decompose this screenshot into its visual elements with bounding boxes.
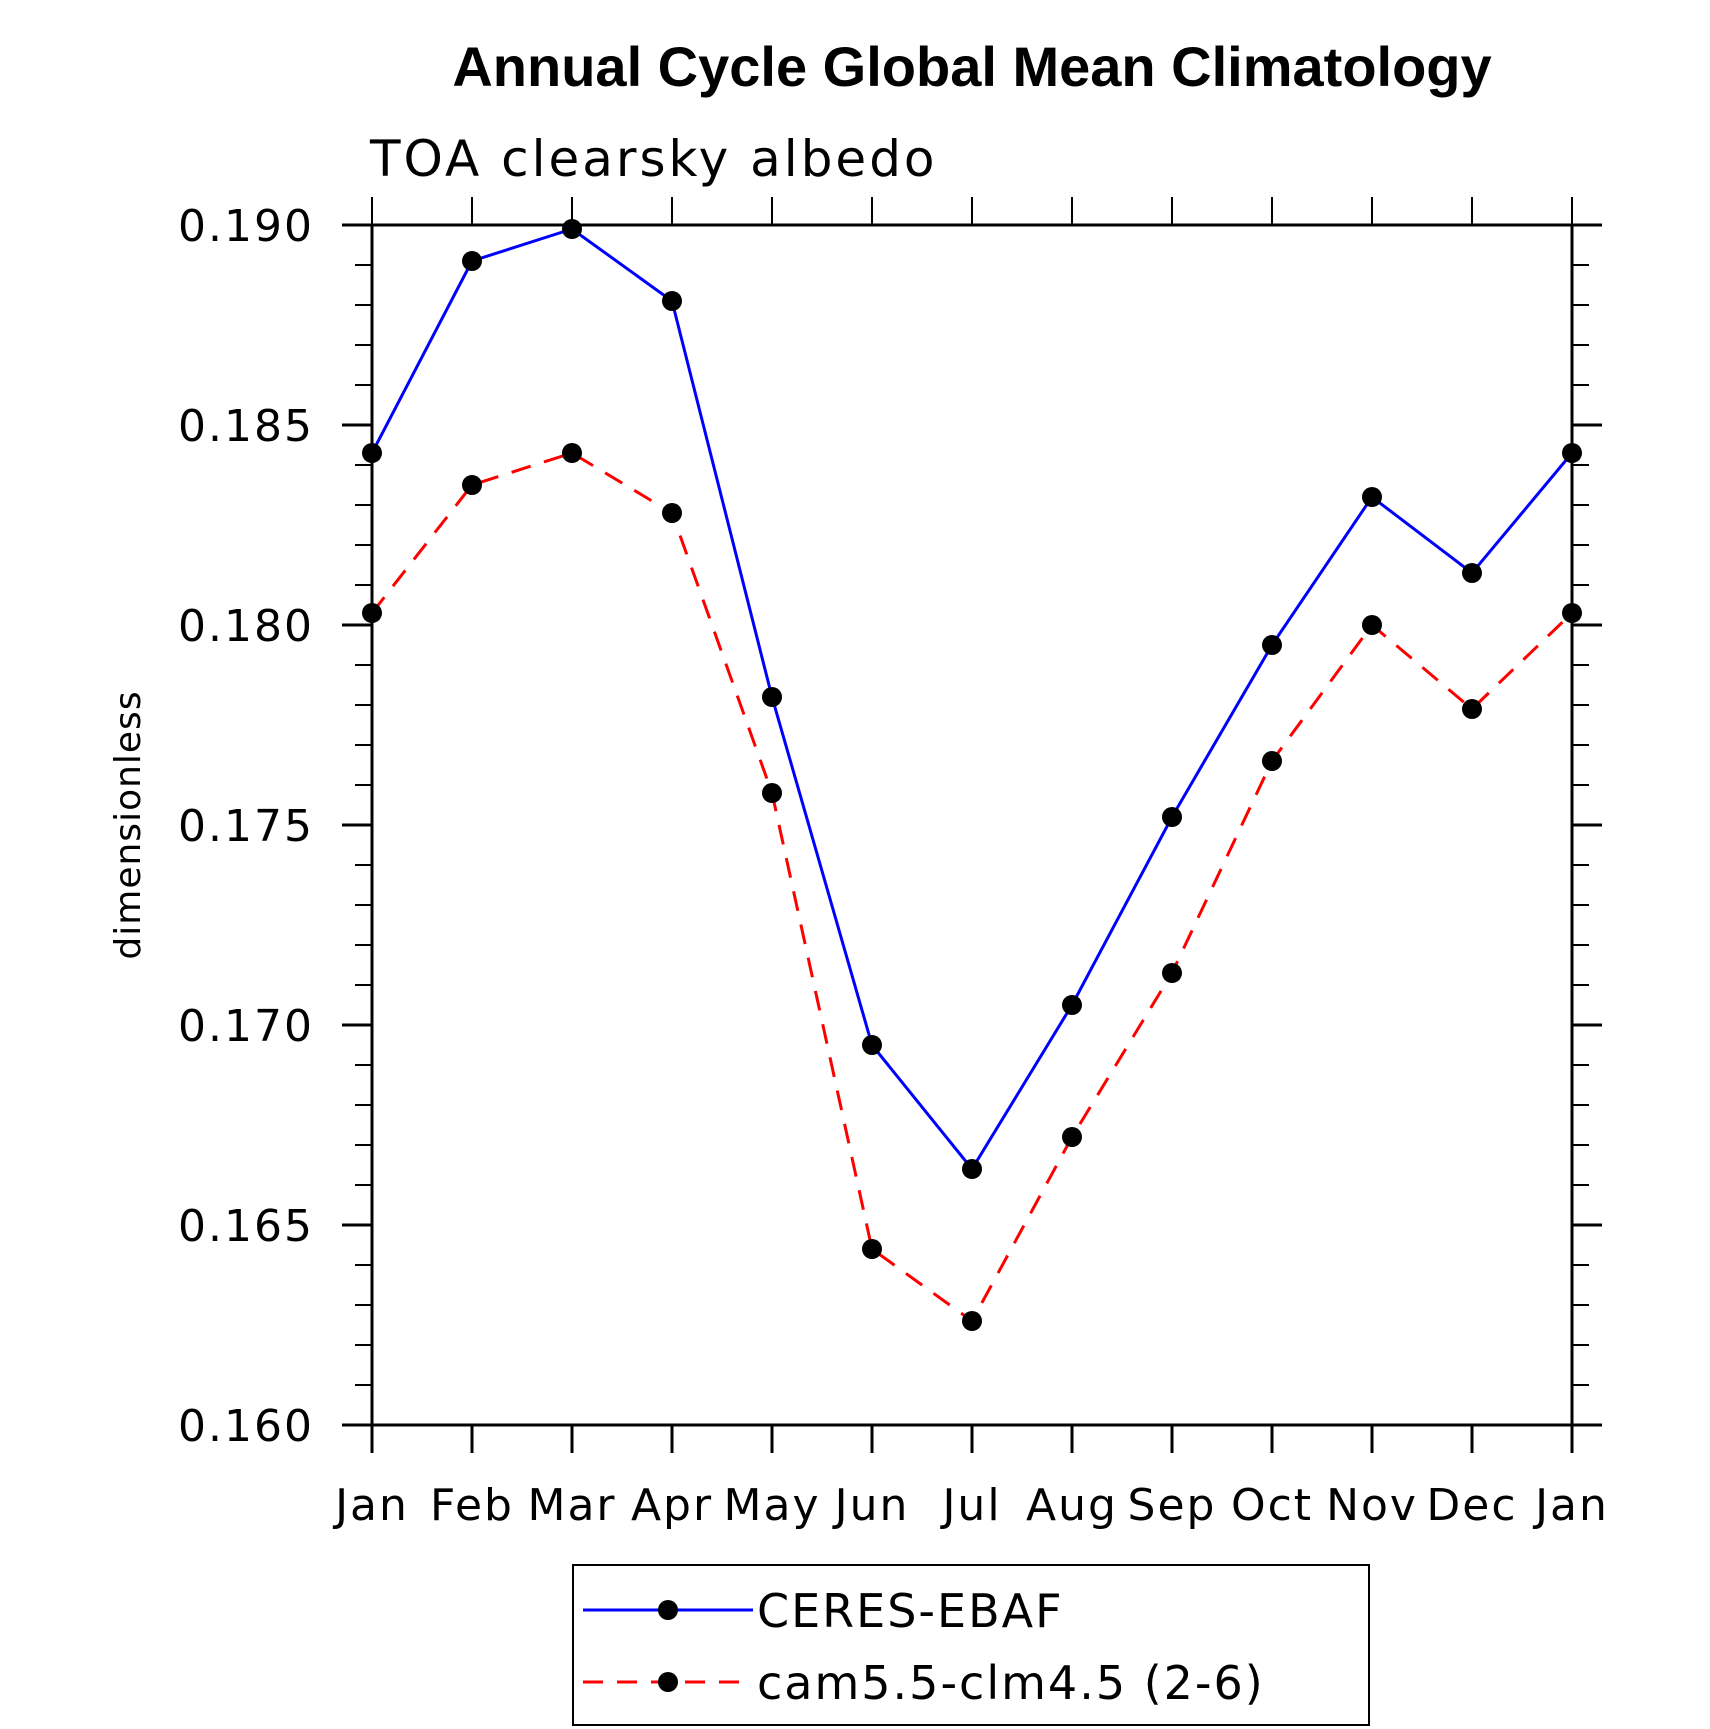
series-point (962, 1311, 982, 1331)
legend-marker-ceres (658, 1600, 678, 1620)
series-point (1362, 487, 1382, 507)
chart-subtitle: TOA clearsky albedo (369, 130, 938, 188)
series-point (362, 603, 382, 623)
x-tick-label: May (724, 1480, 821, 1531)
x-tick-label: Feb (430, 1480, 514, 1531)
x-tick-label: Jul (939, 1480, 1001, 1531)
y-tick-label: 0.185 (178, 401, 314, 452)
series-point (1062, 1127, 1082, 1147)
y-tick-label: 0.180 (178, 601, 314, 652)
series-point (862, 1035, 882, 1055)
y-tick-label: 0.170 (178, 1001, 314, 1052)
legend-label-cam: cam5.5-clm4.5 (2-6) (757, 1656, 1265, 1710)
legend-label-ceres: CERES-EBAF (757, 1584, 1064, 1638)
legend-marker-cam (658, 1672, 678, 1692)
y-tick-label: 0.175 (178, 801, 314, 852)
series-point (1262, 635, 1282, 655)
y-tick-labels: 0.160 0.165 0.170 0.175 0.180 0.185 0.190 (178, 201, 314, 1452)
series-point (962, 1159, 982, 1179)
series-point (562, 219, 582, 239)
series-point (1162, 963, 1182, 983)
plot-frame (370, 223, 1574, 1427)
series-point (1362, 615, 1382, 635)
series-point (1062, 995, 1082, 1015)
series-point (762, 687, 782, 707)
axis-ticks (342, 197, 1602, 1453)
series-point (362, 443, 382, 463)
series-point (1462, 563, 1482, 583)
x-tick-label: Jun (832, 1480, 910, 1531)
x-tick-label: Apr (631, 1480, 713, 1531)
series-point (662, 503, 682, 523)
y-tick-label: 0.160 (178, 1401, 314, 1452)
x-tick-label: Sep (1128, 1480, 1217, 1531)
series-layer (362, 219, 1582, 1331)
series-point (462, 475, 482, 495)
series-point (1162, 807, 1182, 827)
y-tick-label: 0.190 (178, 201, 314, 252)
series-point (462, 251, 482, 271)
x-tick-label: Aug (1026, 1480, 1118, 1531)
series-point (562, 443, 582, 463)
legend: CERES-EBAF cam5.5-clm4.5 (2-6) (572, 1564, 1370, 1726)
x-tick-label: Oct (1231, 1480, 1313, 1531)
x-tick-label: Jan (1532, 1480, 1609, 1531)
series-point (1262, 751, 1282, 771)
series-line (370, 227, 1574, 1172)
x-tick-label: Mar (527, 1480, 616, 1531)
legend-box (572, 1564, 1370, 1726)
series-point (1562, 603, 1582, 623)
series-point (762, 783, 782, 803)
chart-title: Annual Cycle Global Mean Climatology (452, 35, 1491, 98)
y-axis-label: dimensionless (108, 690, 149, 959)
series-point (662, 291, 682, 311)
x-tick-label: Nov (1326, 1480, 1418, 1531)
x-tick-label: Dec (1426, 1480, 1517, 1531)
series-line (370, 451, 1574, 1324)
series-point (1462, 699, 1482, 719)
series-point (862, 1239, 882, 1259)
x-tick-labels: Jan Feb Mar Apr May Jun Jul Aug Sep Oct Nov Dec Jan (332, 1480, 1609, 1531)
x-tick-label: Jan (332, 1480, 409, 1531)
series-point (1562, 443, 1582, 463)
y-tick-label: 0.165 (178, 1201, 314, 1252)
